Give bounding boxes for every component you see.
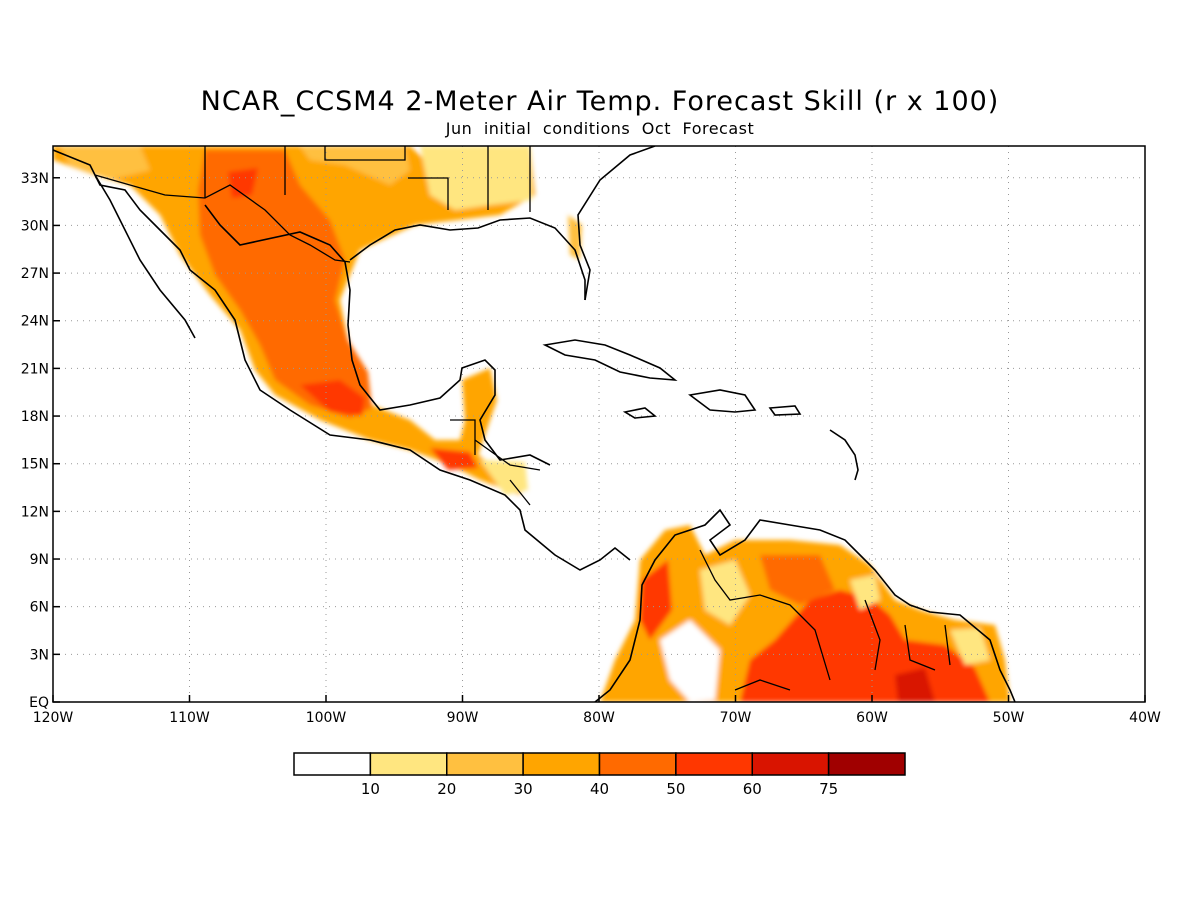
- x-tick-label: 40W: [1129, 710, 1161, 726]
- skill-region-honduras-light: [480, 460, 528, 495]
- y-tick-label: 30N: [21, 218, 49, 234]
- y-tick-label: 24N: [21, 314, 49, 330]
- skill-region-guatemala-hot: [430, 448, 478, 470]
- x-tick-label: 50W: [993, 710, 1025, 726]
- y-tick-label: 18N: [21, 409, 49, 425]
- political-borders: [94, 146, 951, 691]
- coastline-baja: [94, 174, 196, 339]
- y-tick-label: 27N: [21, 266, 49, 282]
- coastline-puerto-rico: [768, 405, 802, 416]
- x-tick-label: 80W: [583, 710, 615, 726]
- coastline-antilles: [829, 429, 859, 481]
- axes: 120W 110W 100W 90W 80W 70W 60W 50W 40W EQ 3N 6N 9N 12…: [21, 171, 1161, 726]
- coastline-gulf: [204, 204, 551, 466]
- colorbar-swatch: [293, 752, 372, 776]
- skill-region-suriname-light: [950, 628, 990, 665]
- skill-region-venezuela-mid: [760, 555, 835, 605]
- colorbar-label: 75: [819, 780, 838, 798]
- colorbar-label: 50: [666, 780, 685, 798]
- coastline-hispaniola: [688, 389, 757, 413]
- colorbar-swatch: [598, 752, 677, 776]
- chart-subtitle: Jun initial conditions Oct Forecast: [445, 119, 755, 138]
- coastline-north-america: [53, 149, 631, 571]
- y-tick-label: 3N: [30, 647, 49, 663]
- y-tick-label: 21N: [21, 361, 49, 377]
- skill-region-mexico-south-hot: [300, 380, 365, 416]
- border-us-states: [204, 146, 531, 212]
- skill-region-mexico-core: [198, 150, 372, 418]
- border-south-america: [699, 549, 951, 691]
- x-tick-label: 120W: [33, 710, 74, 726]
- colorbar-swatch: [751, 752, 830, 776]
- skill-region-guiana-dark: [895, 668, 935, 702]
- coastline-cuba: [542, 339, 678, 382]
- coastline-jamaica: [622, 407, 658, 419]
- colorbar-swatch: [369, 752, 448, 776]
- grid-lines: [53, 146, 1145, 702]
- x-tick-label: 90W: [447, 710, 479, 726]
- coastlines: [53, 146, 1016, 702]
- border-us-mexico: [94, 174, 351, 263]
- colorbar-label: 30: [514, 780, 533, 798]
- y-tick-label: 6N: [30, 600, 49, 616]
- colorbar-label: 60: [743, 780, 762, 798]
- y-tick-label: 15N: [21, 457, 49, 473]
- coastline-texas-louisiana: [349, 217, 586, 300]
- skill-region-baja-light: [60, 146, 150, 180]
- x-tick-label: 100W: [306, 710, 347, 726]
- border-central-america: [450, 419, 541, 506]
- x-tick-label: 110W: [169, 710, 210, 726]
- skill-region-mexico-hot: [228, 168, 258, 198]
- colorbar-label: 40: [590, 780, 609, 798]
- x-tick-label: 60W: [856, 710, 888, 726]
- coastline-south-america: [594, 508, 1016, 702]
- x-tick-label: 70W: [720, 710, 752, 726]
- colorbar-swatch: [522, 752, 601, 776]
- skill-region-guyana-light: [850, 575, 880, 610]
- coastline-florida-east: [577, 146, 656, 301]
- skill-region-colombia-hot: [640, 560, 672, 640]
- y-tick-label: 12N: [21, 504, 49, 520]
- colorbar-label: 20: [437, 780, 456, 798]
- colorbar: 10 20 30 40 50 60 75: [293, 752, 906, 798]
- chart-title: NCAR_CCSM4 2-Meter Air Temp. Forecast Sk…: [200, 86, 1000, 117]
- skill-region-gulf-coast-light: [300, 146, 410, 185]
- y-tick-label: 33N: [21, 171, 49, 187]
- colorbar-swatch: [827, 752, 906, 776]
- colorbar-swatch: [675, 752, 753, 776]
- skill-shading: [53, 146, 1010, 702]
- y-tick-label: 9N: [30, 552, 49, 568]
- colorbar-swatch: [446, 752, 524, 776]
- skill-region-colombia-low: [660, 620, 720, 702]
- y-tick-label: EQ: [29, 695, 49, 711]
- colorbar-label: 10: [361, 780, 380, 798]
